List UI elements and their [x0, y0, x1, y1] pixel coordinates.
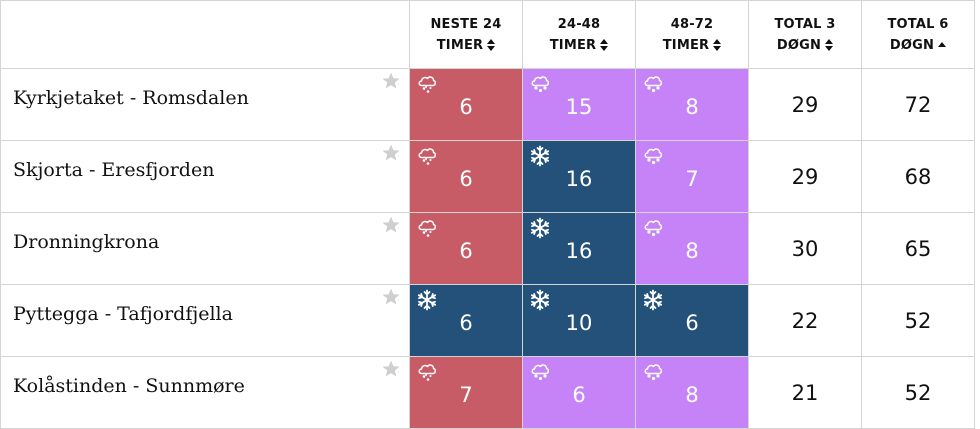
snowflake-icon [529, 217, 551, 239]
forecast-value: 7 [685, 167, 699, 191]
forecast-cell: 16 [523, 141, 636, 213]
forecast-value: 6 [459, 167, 473, 191]
header-label-line1: TOTAL 6 [887, 16, 949, 32]
sort-ascending-icon [938, 39, 947, 51]
sort-icon [600, 39, 609, 51]
rain-snow-cloud-icon [416, 145, 438, 167]
sleet-cloud-icon [529, 73, 551, 95]
location-name[interactable]: Kolåstinden - Sunnmøre [13, 375, 245, 397]
forecast-value: 8 [685, 239, 699, 263]
sort-icon [487, 39, 496, 51]
total-6-dogn-value: 68 [862, 141, 975, 213]
total-6-dogn-value: 52 [862, 285, 975, 357]
forecast-cell: 6 [410, 141, 523, 213]
header-label-line2: TIMER [662, 37, 710, 53]
location-name[interactable]: Skjorta - Eresfjorden [13, 159, 215, 181]
forecast-value: 6 [572, 383, 586, 407]
forecast-cell: 6 [636, 285, 749, 357]
forecast-value: 8 [685, 383, 699, 407]
forecast-cell: 8 [636, 213, 749, 285]
location-name[interactable]: Kyrkjetaket - Romsdalen [13, 87, 249, 109]
favorite-star-icon[interactable] [381, 359, 401, 379]
rain-snow-cloud-icon [416, 361, 438, 383]
location-name-cell[interactable]: Pyttegga - Tafjordfjella [1, 285, 410, 357]
snowflake-icon [416, 289, 438, 311]
sleet-cloud-icon [642, 73, 664, 95]
header-label-line1: TOTAL 3 [774, 16, 836, 32]
sort-icon [825, 39, 834, 51]
forecast-value: 16 [565, 167, 593, 191]
forecast-cell: 8 [636, 357, 749, 429]
total-6-dogn-value: 72 [862, 69, 975, 141]
forecast-value: 6 [459, 311, 473, 335]
sleet-cloud-icon [642, 361, 664, 383]
total-6-dogn-value: 65 [862, 213, 975, 285]
total-3-dogn-value: 29 [749, 141, 862, 213]
sort-icon [713, 39, 722, 51]
forecast-value: 8 [685, 95, 699, 119]
forecast-value: 10 [565, 311, 593, 335]
header-label-line2: DØGN [776, 37, 822, 53]
forecast-cell: 6 [523, 357, 636, 429]
snowflake-icon [529, 145, 551, 167]
location-name-cell[interactable]: Dronningkrona [1, 213, 410, 285]
favorite-star-icon[interactable] [381, 143, 401, 163]
rain-snow-cloud-icon [416, 73, 438, 95]
header-neste-24-timer[interactable]: NESTE 24 TIMER [410, 1, 523, 69]
sleet-cloud-icon [642, 145, 664, 167]
location-name-cell[interactable]: Kyrkjetaket - Romsdalen [1, 69, 410, 141]
header-48-72-timer[interactable]: 48-72 TIMER [636, 1, 749, 69]
header-24-48-timer[interactable]: 24-48 TIMER [523, 1, 636, 69]
header-label-line1: NESTE 24 [430, 16, 502, 32]
forecast-cell: 7 [410, 357, 523, 429]
favorite-star-icon[interactable] [381, 215, 401, 235]
location-name-cell[interactable]: Skjorta - Eresfjorden [1, 141, 410, 213]
location-name-cell[interactable]: Kolåstinden - Sunnmøre [1, 357, 410, 429]
header-total-6-dogn[interactable]: TOTAL 6 DØGN [862, 1, 975, 69]
sleet-cloud-icon [642, 217, 664, 239]
forecast-cell: 16 [523, 213, 636, 285]
header-blank [1, 1, 410, 69]
forecast-value: 6 [459, 95, 473, 119]
forecast-value: 16 [565, 239, 593, 263]
forecast-cell: 6 [410, 213, 523, 285]
favorite-star-icon[interactable] [381, 71, 401, 91]
favorite-star-icon[interactable] [381, 287, 401, 307]
forecast-value: 15 [565, 95, 593, 119]
forecast-value: 7 [459, 383, 473, 407]
total-3-dogn-value: 22 [749, 285, 862, 357]
forecast-cell: 10 [523, 285, 636, 357]
total-3-dogn-value: 29 [749, 69, 862, 141]
total-3-dogn-value: 21 [749, 357, 862, 429]
header-label-line1: 24-48 [557, 16, 601, 32]
forecast-value: 6 [459, 239, 473, 263]
forecast-cell: 6 [410, 285, 523, 357]
total-3-dogn-value: 30 [749, 213, 862, 285]
forecast-cell: 15 [523, 69, 636, 141]
header-label-line2: DØGN [889, 37, 935, 53]
header-label-line2: TIMER [436, 37, 484, 53]
rain-snow-cloud-icon [416, 217, 438, 239]
snowflake-icon [642, 289, 664, 311]
forecast-cell: 6 [410, 69, 523, 141]
header-total-3-dogn[interactable]: TOTAL 3 DØGN [749, 1, 862, 69]
header-label-line2: TIMER [549, 37, 597, 53]
header-label-line1: 48-72 [670, 16, 714, 32]
forecast-cell: 8 [636, 69, 749, 141]
forecast-cell: 7 [636, 141, 749, 213]
location-name[interactable]: Pyttegga - Tafjordfjella [13, 303, 233, 325]
location-name[interactable]: Dronningkrona [13, 231, 160, 253]
forecast-value: 6 [685, 311, 699, 335]
total-6-dogn-value: 52 [862, 357, 975, 429]
sleet-cloud-icon [529, 361, 551, 383]
snowflake-icon [529, 289, 551, 311]
